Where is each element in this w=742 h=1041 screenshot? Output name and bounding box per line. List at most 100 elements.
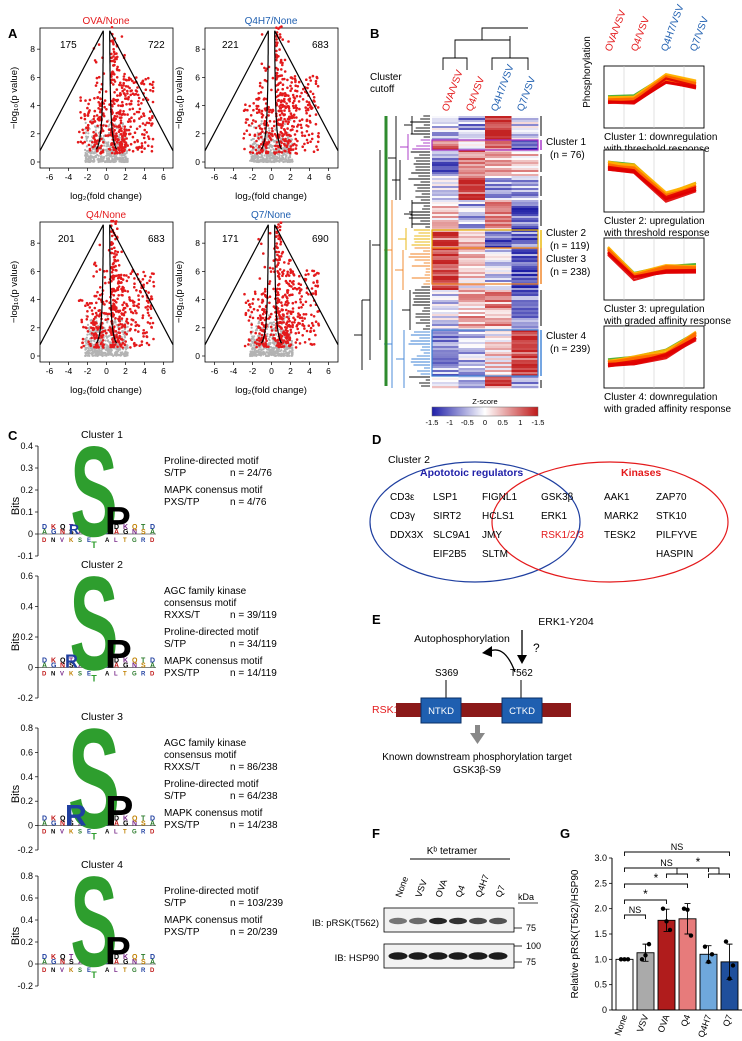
volcano-point-red (121, 151, 124, 154)
heatmap-cell (432, 314, 459, 317)
trend-caption: Cluster 2: upregulation (604, 216, 705, 227)
cluster-4-count: (n = 239) (550, 344, 590, 355)
volcano-point-red (275, 41, 278, 44)
volcano-point-grey (287, 346, 290, 350)
volcano-point-red (96, 124, 99, 128)
blot-lane-label: None (393, 875, 410, 899)
volcano-point-red (145, 335, 149, 339)
volcano-point-red (135, 289, 138, 292)
volcano-point-red (127, 78, 131, 82)
volcano-point-red (282, 120, 285, 124)
volcano-point-red (150, 116, 154, 119)
heatmap-cell (458, 334, 486, 337)
heatmap-cell (485, 366, 512, 369)
volcano-point-grey (124, 152, 127, 155)
volcano-point-red (92, 120, 95, 124)
heatmap-cell (458, 244, 486, 247)
volcano-point-red (149, 118, 152, 122)
volcano-point-red (94, 84, 98, 87)
volcano-point-red (300, 306, 303, 309)
volcano-point-red (298, 107, 301, 111)
volcano-point-red (120, 343, 123, 347)
volcano-point-red (99, 97, 102, 101)
venn-left-item: CD3γ (390, 511, 415, 522)
heatmap-cell (485, 276, 512, 279)
volcano-point-red (123, 325, 127, 329)
prsk-band (449, 917, 467, 925)
logo-letter: D (42, 968, 47, 974)
heatmap-cell (432, 202, 459, 205)
heatmap-cell (485, 264, 512, 267)
heatmap-cell (485, 204, 512, 207)
volcano-point-red (284, 308, 288, 312)
volcano-point-red (79, 99, 82, 102)
volcano-point-red (122, 312, 125, 316)
volcano-point-grey (252, 148, 255, 151)
heatmap-cell (511, 136, 539, 139)
volcano-point-grey (96, 330, 99, 333)
logo-letter: D (78, 816, 83, 823)
heatmap-cell (511, 302, 539, 305)
heatmap-cell (511, 244, 539, 247)
volcano-point-red (312, 315, 316, 318)
volcano-point-grey (84, 148, 87, 152)
volcano-point-red (148, 82, 152, 86)
volcano-point-red (116, 138, 120, 141)
venn-overlap-item: RSK1/2/3 (541, 530, 584, 541)
logo-letter: A (150, 529, 155, 536)
volcano-point-red (111, 262, 115, 266)
heatmap-cell (432, 348, 459, 351)
volcano-point-red (137, 110, 141, 114)
logo-letter: R (141, 968, 146, 974)
volcano-point-red (95, 114, 99, 117)
cluster-cutoff-label: Cluster (370, 72, 402, 83)
volcano-point-red (92, 317, 96, 321)
heatmap-cell (511, 344, 539, 347)
volcano-point-grey (107, 143, 110, 146)
heatmap-cell (511, 262, 539, 265)
volcano-point-red (276, 253, 279, 257)
volcano-point-red (90, 326, 93, 330)
logo-ytick-label: 0.4 (20, 602, 33, 612)
heatmap-cell (432, 150, 459, 153)
hsp90-band (448, 952, 468, 960)
volcano-point-grey (290, 351, 293, 355)
heatmap-cell (458, 298, 486, 301)
heatmap-cell (485, 138, 512, 141)
volcano-point-red (292, 272, 295, 276)
volcano-point-grey (268, 335, 271, 338)
volcano-point-red (97, 297, 101, 301)
heatmap-cell (458, 258, 486, 261)
volcano-point-red (291, 307, 295, 310)
volcano-point-red (261, 114, 265, 117)
volcano-point-red (120, 84, 123, 87)
volcano-point-red (263, 123, 267, 127)
volcano-point-grey (89, 349, 92, 352)
volcano-xtick-label: -6 (46, 366, 54, 376)
volcano-point-red (264, 337, 268, 340)
heatmap-cell (485, 324, 512, 327)
volcano-point-red (314, 82, 318, 85)
heatmap-cell (485, 350, 512, 353)
volcano-point-red (251, 316, 255, 320)
venn-left-item: SIRT2 (433, 511, 462, 522)
volcano-point-red (262, 252, 265, 255)
heatmap-cell (432, 384, 459, 387)
volcano-point-red (146, 308, 149, 311)
heatmap-cell (511, 250, 539, 253)
volcano-point-red (126, 89, 129, 93)
cluster-3-count: (n = 238) (550, 267, 590, 278)
heatmap-cell (432, 346, 459, 349)
volcano-point-red (270, 329, 274, 332)
logo-letter: G (123, 821, 129, 828)
heatmap-cell (485, 200, 512, 203)
volcano-point-red (287, 105, 290, 108)
volcano-point-red (112, 287, 115, 291)
volcano-xtick-label: 4 (307, 172, 312, 182)
logo-letter: R (141, 538, 146, 544)
volcano-point-grey (252, 157, 255, 160)
volcano-point-red (126, 321, 129, 325)
volcano-point-red (105, 269, 109, 273)
volcano-point-red (86, 123, 90, 127)
